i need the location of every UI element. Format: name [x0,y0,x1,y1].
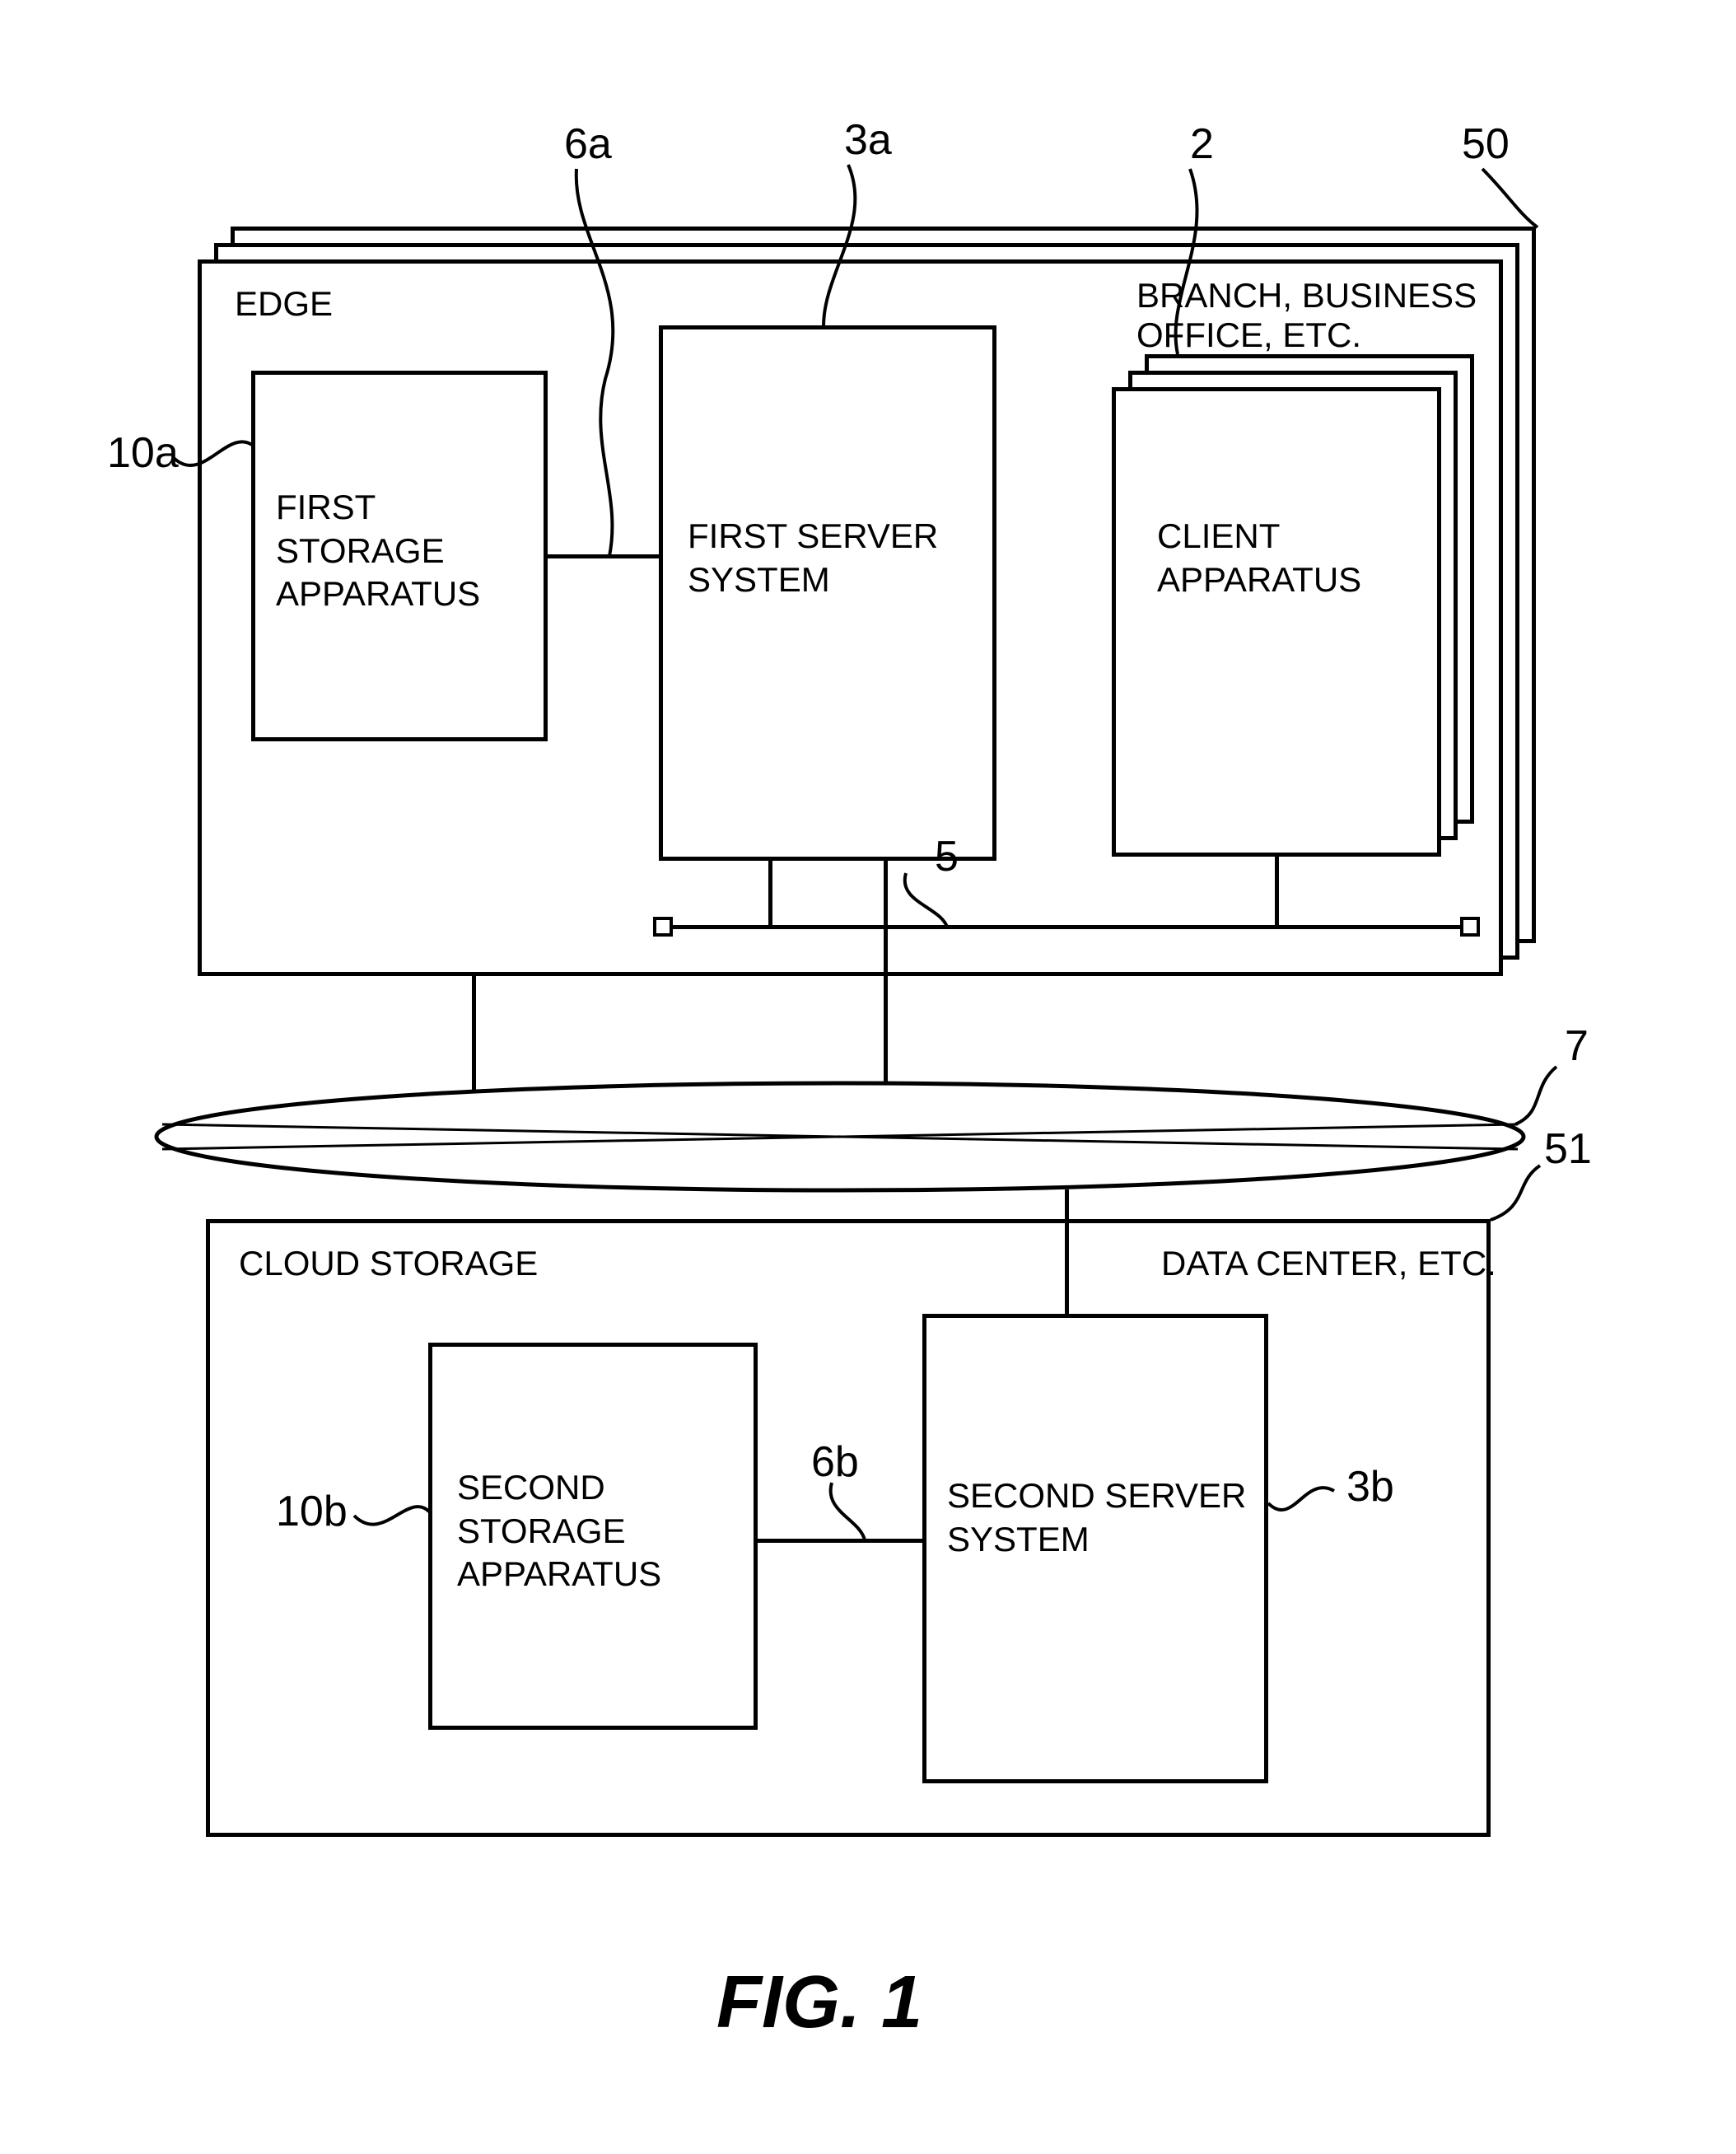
cloud-title: CLOUD STORAGE [239,1244,538,1283]
bus-drop-client [1275,857,1279,927]
figure-caption: FIG. 1 [716,1960,922,2045]
edge-subtitle: BRANCH, BUSINESS OFFICE, ETC. [1136,276,1477,356]
ref-3a: 3a [844,115,892,165]
bus-drop-server [768,861,772,927]
first-storage-label: FIRST STORAGE APPARATUS [276,486,480,616]
link-edge-network [472,976,476,1120]
ref-6a: 6a [564,119,612,169]
ref-10b: 10b [276,1487,348,1536]
second-server-label: SECOND SERVER SYSTEM [947,1474,1246,1561]
client-label: CLIENT APPARATUS [1157,515,1361,601]
ref-7: 7 [1565,1021,1589,1071]
bus-terminal-left [653,917,673,937]
ref-5: 5 [935,832,959,881]
ref-51: 51 [1544,1124,1592,1174]
link-storage-server-2 [758,1539,922,1543]
leader-50 [1482,169,1538,227]
ref-10a: 10a [107,428,179,478]
leader-51 [1491,1166,1540,1220]
link-storage-server-1 [548,554,659,558]
bus-terminal-right [1460,917,1480,937]
client-box-front [1112,387,1441,857]
cloud-subtitle: DATA CENTER, ETC. [1161,1244,1496,1283]
cloud-panel [206,1219,1491,1837]
leader-7 [1515,1067,1556,1124]
link-network-server2 [1065,1189,1069,1314]
edge-title: EDGE [235,284,333,324]
diagram-canvas: EDGE BRANCH, BUSINESS OFFICE, ETC. FIRST… [0,0,1736,2154]
bus-line [663,925,1470,929]
ref-6b: 6b [811,1437,859,1487]
ref-2: 2 [1190,119,1214,169]
ref-50: 50 [1462,119,1510,169]
ref-3b: 3b [1346,1462,1394,1512]
link-server-network [884,861,888,1084]
network-ellipse [156,1083,1524,1190]
second-storage-label: SECOND STORAGE APPARATUS [457,1466,661,1596]
first-server-label: FIRST SERVER SYSTEM [688,515,938,601]
